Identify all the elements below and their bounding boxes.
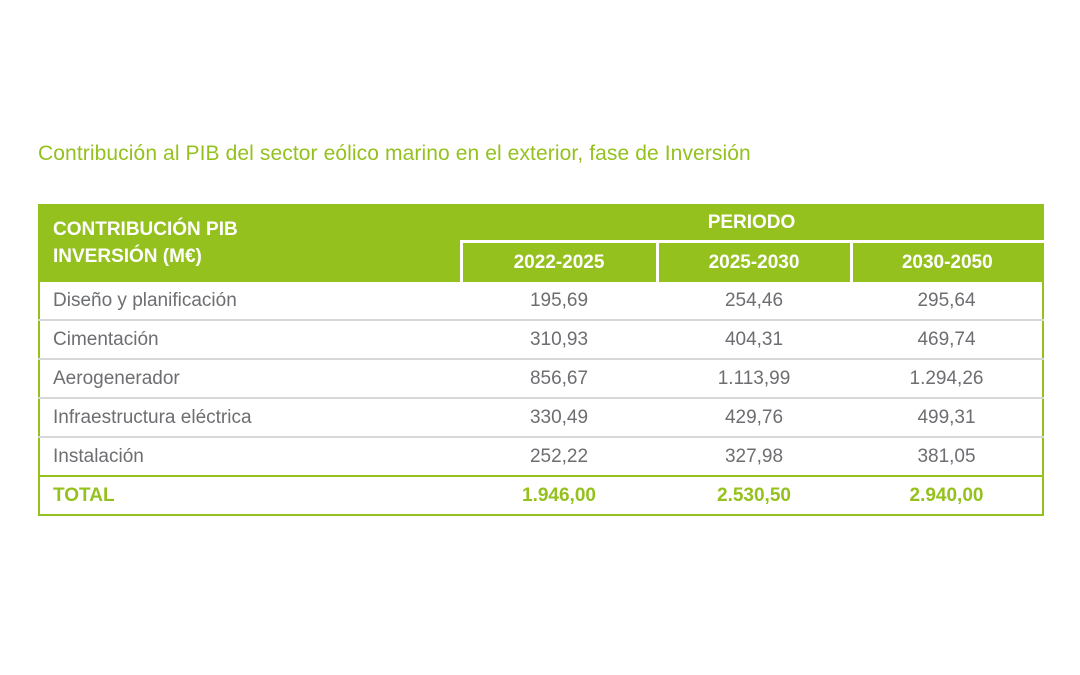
row-value: 404,31: [657, 320, 851, 360]
row-value: 252,22: [461, 437, 657, 477]
total-value: 2.940,00: [851, 476, 1044, 515]
total-label: TOTAL: [39, 476, 461, 515]
table-row: Instalación 252,22 327,98 381,05: [39, 437, 1044, 477]
row-label: Infraestructura eléctrica: [39, 398, 461, 438]
row-label: Aerogenerador: [39, 359, 461, 399]
table-header: CONTRIBUCIÓN PIB INVERSIÓN (M€) PERIODO …: [39, 205, 1044, 282]
header-row-periods: 2022-2025 2025-2030 2030-2050: [39, 241, 1044, 282]
table-row: Infraestructura eléctrica 330,49 429,76 …: [39, 398, 1044, 438]
corner-header-line1: CONTRIBUCIÓN PIB: [53, 219, 238, 241]
row-value: 327,98: [657, 437, 851, 477]
total-value: 1.946,00: [461, 476, 657, 515]
row-value: 499,31: [851, 398, 1044, 438]
table-row: Cimentación 310,93 404,31 469,74: [39, 320, 1044, 360]
corner-header-cell: CONTRIBUCIÓN PIB INVERSIÓN (M€): [39, 205, 461, 282]
header-row-group: CONTRIBUCIÓN PIB INVERSIÓN (M€) PERIODO: [39, 205, 1044, 282]
pib-contribution-table: CONTRIBUCIÓN PIB INVERSIÓN (M€) PERIODO …: [38, 204, 1045, 516]
row-value: 429,76: [657, 398, 851, 438]
row-value: 330,49: [461, 398, 657, 438]
table-body: Diseño y planificación 195,69 254,46 295…: [39, 282, 1044, 515]
row-value: 254,46: [657, 282, 851, 321]
figure-title: Contribución al PIB del sector eólico ma…: [38, 142, 751, 165]
column-header-2022-2025: 2022-2025: [459, 241, 657, 282]
row-value: 856,67: [461, 359, 657, 399]
total-row: TOTAL 1.946,00 2.530,50 2.940,00: [39, 476, 1044, 515]
row-value: 469,74: [851, 320, 1044, 360]
row-value: 1.113,99: [657, 359, 851, 399]
column-header-2025-2030: 2025-2030: [655, 241, 851, 282]
total-value: 2.530,50: [657, 476, 851, 515]
column-header-2030-2050: 2030-2050: [849, 241, 1044, 282]
row-value: 295,64: [851, 282, 1044, 321]
row-label: Diseño y planificación: [39, 282, 461, 321]
table-row: Diseño y planificación 195,69 254,46 295…: [39, 282, 1044, 321]
corner-header-line2: INVERSIÓN (M€): [53, 246, 202, 267]
period-group-header: PERIODO: [461, 205, 1044, 243]
row-value: 381,05: [851, 437, 1044, 477]
table-row: Aerogenerador 856,67 1.113,99 1.294,26: [39, 359, 1044, 399]
row-label: Cimentación: [39, 320, 461, 360]
row-value: 310,93: [461, 320, 657, 360]
row-value: 1.294,26: [851, 359, 1044, 399]
row-value: 195,69: [461, 282, 657, 321]
row-label: Instalación: [39, 437, 461, 477]
